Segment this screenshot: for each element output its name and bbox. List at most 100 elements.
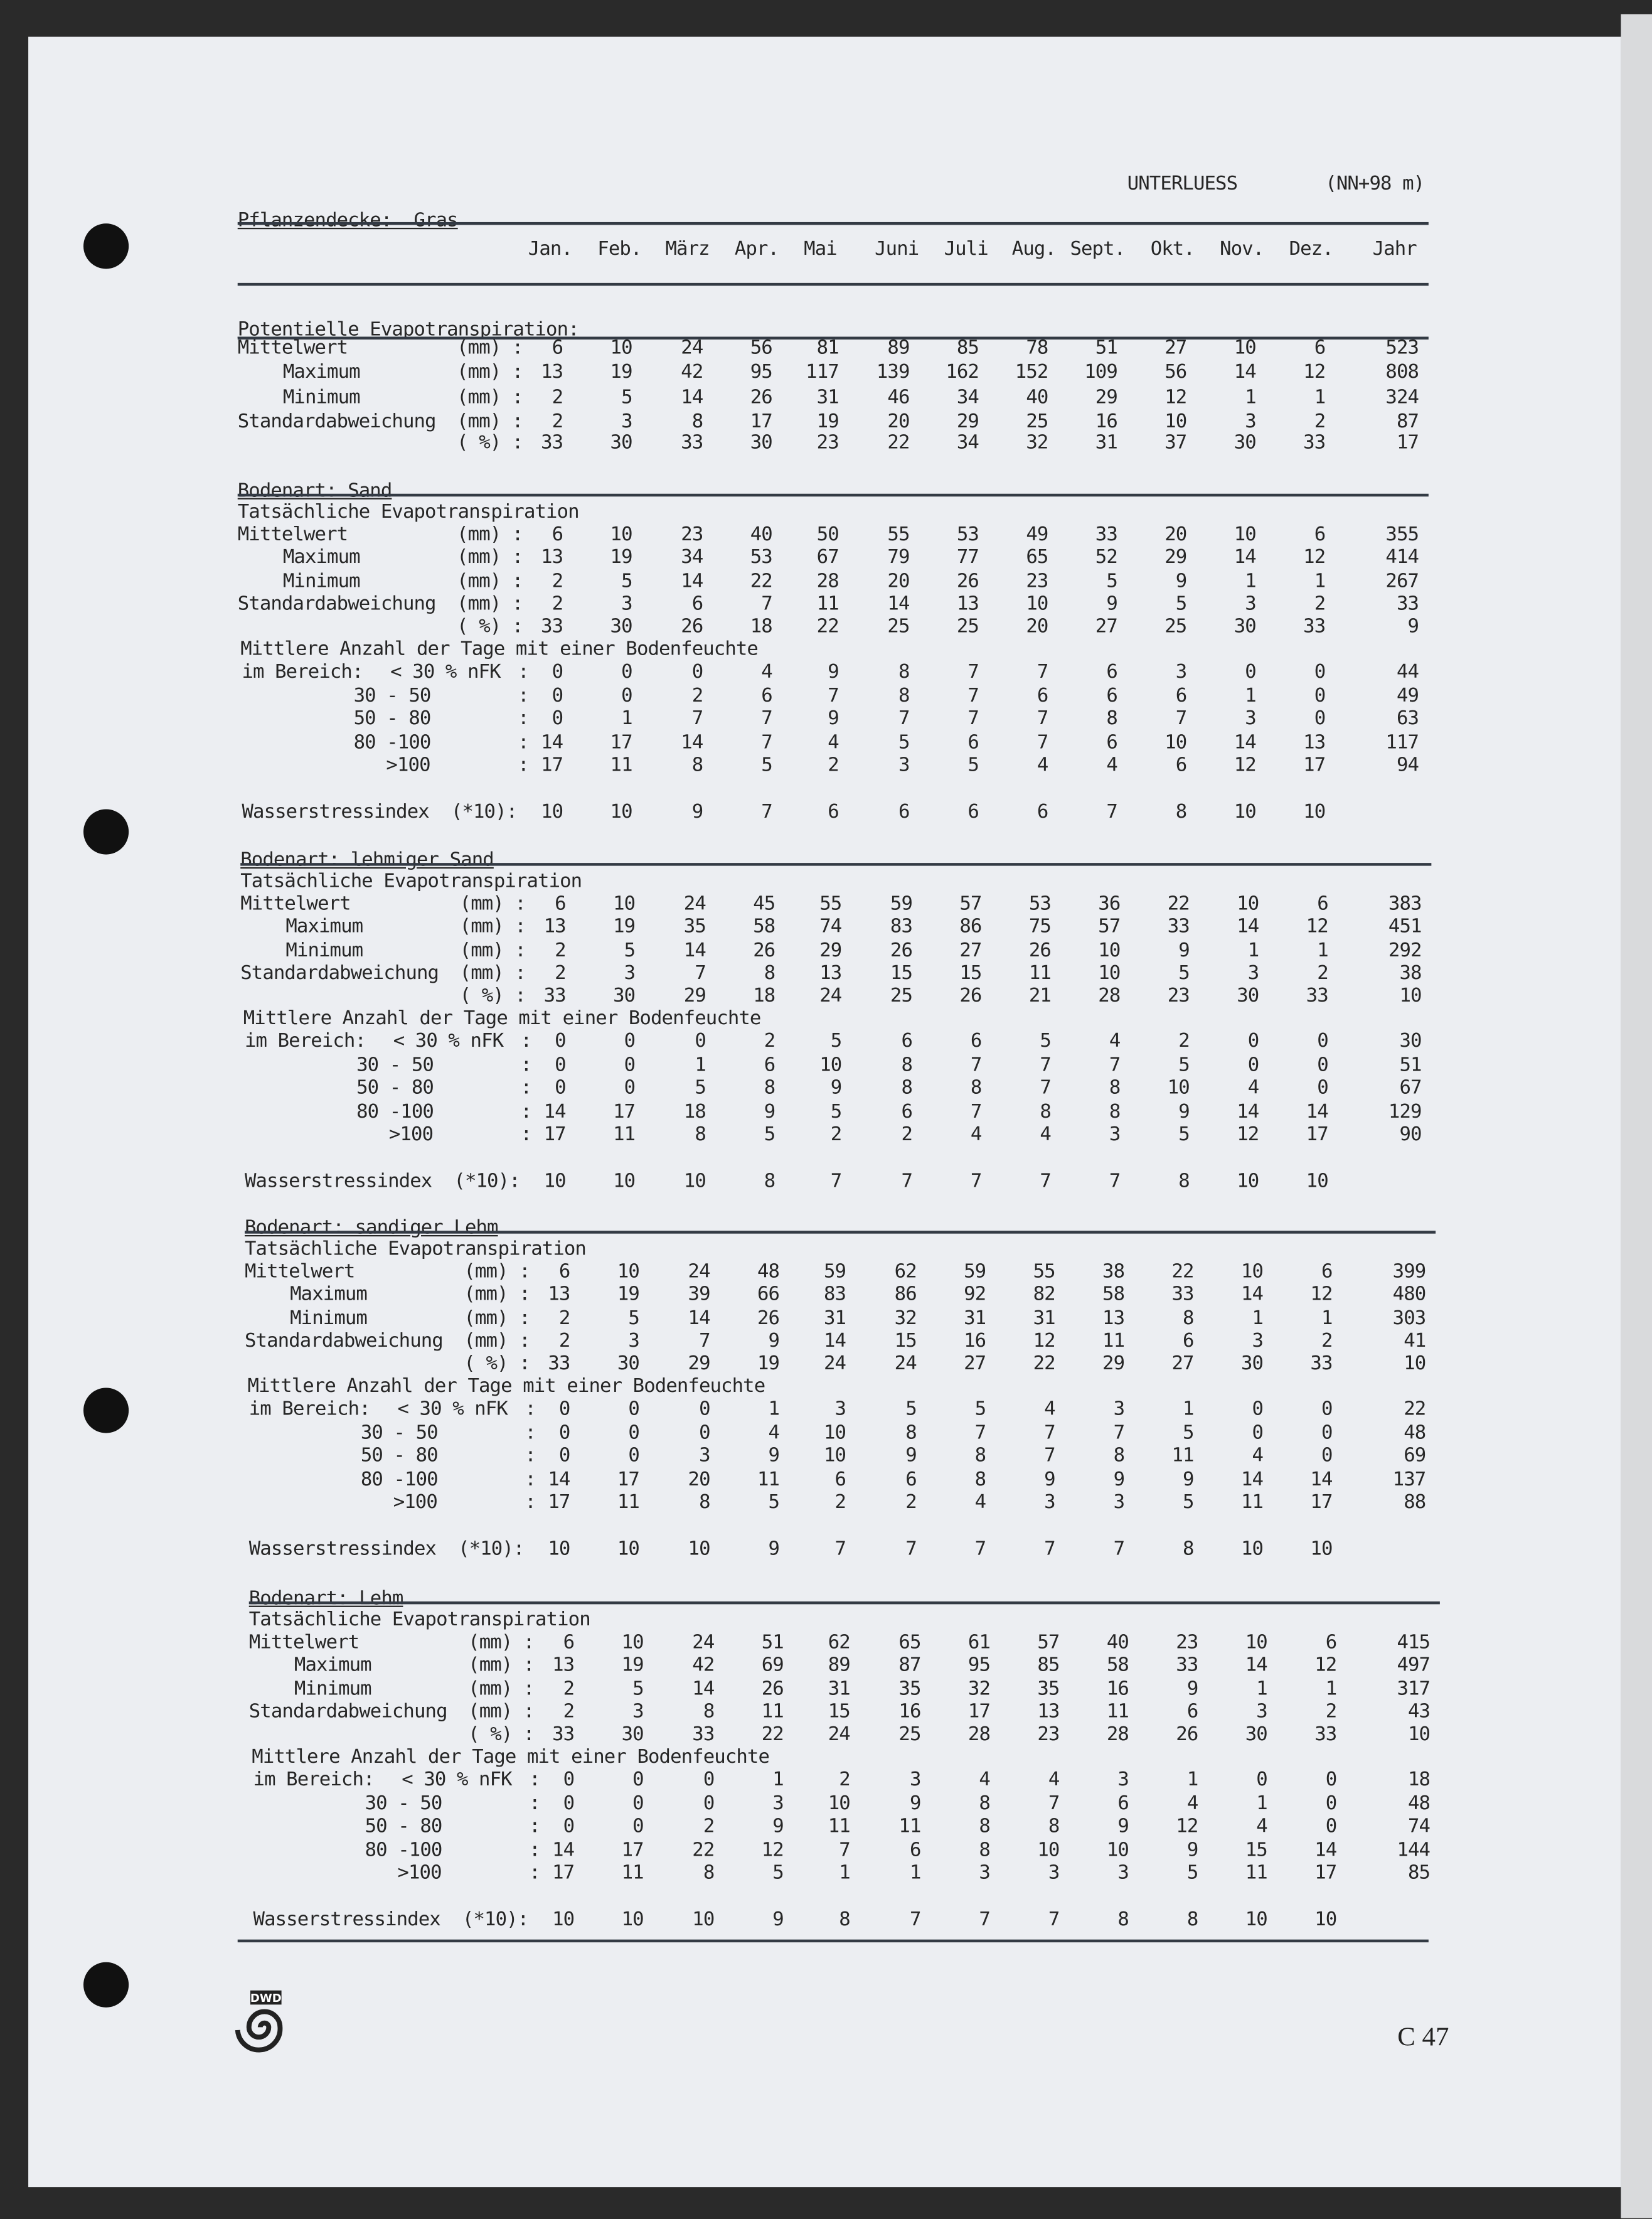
table-cell: 13 xyxy=(552,1654,575,1677)
colon: : xyxy=(520,1076,532,1100)
table-cell: 44 xyxy=(1396,660,1419,683)
row-label: Standardabweichung xyxy=(240,961,439,985)
table-cell: 414 xyxy=(1385,546,1419,569)
table-cell: 0 xyxy=(695,1030,706,1053)
table-cell: 3 xyxy=(909,1768,921,1791)
table-cell: 22 xyxy=(887,431,910,454)
colon: : xyxy=(525,1445,536,1468)
table-cell: 12 xyxy=(761,1839,784,1862)
table-cell: 30 xyxy=(1240,1352,1264,1376)
table-cell: 6 xyxy=(828,800,839,824)
table-cell: 0 xyxy=(552,707,563,730)
table-cell: 0 xyxy=(703,1768,715,1791)
divider xyxy=(248,1601,1440,1604)
table-cell: 0 xyxy=(1317,1076,1328,1100)
table-cell: 5 xyxy=(624,938,636,962)
table-cell: 55 xyxy=(1033,1260,1056,1283)
table-cell: 29 xyxy=(1102,1352,1125,1376)
table-cell: 5 xyxy=(898,731,910,754)
table-cell: 12 xyxy=(1314,1654,1337,1677)
station-elevation: (NN+98 m) xyxy=(1325,173,1425,196)
table-cell: 0 xyxy=(1245,660,1256,683)
table-cell: 7 xyxy=(839,1839,850,1862)
table-cell: 4 xyxy=(970,1123,982,1147)
table-cell: 14 xyxy=(1234,731,1257,754)
colon: : xyxy=(525,1491,536,1514)
stress-index-label: Wasserstressindex (*10): xyxy=(244,1170,521,1193)
table-cell: 2 xyxy=(1325,1700,1337,1723)
colon: : xyxy=(518,754,529,778)
table-cell: 3 xyxy=(1109,1123,1121,1147)
table-cell: 33 xyxy=(681,431,703,454)
table-cell: 67 xyxy=(1399,1076,1422,1100)
table-cell: 58 xyxy=(1102,1283,1125,1307)
table-cell: 7 xyxy=(970,1053,982,1076)
table-cell: 16 xyxy=(1106,1677,1129,1700)
table-cell: 87 xyxy=(1396,410,1419,433)
table-cell: 6 xyxy=(563,1631,575,1654)
table-cell: 23 xyxy=(681,523,703,547)
table-cell: 10 xyxy=(1234,800,1257,824)
table-cell: 10 xyxy=(1098,938,1121,962)
table-cell: 7 xyxy=(761,592,772,616)
table-cell: 19 xyxy=(617,1283,640,1307)
row-label: im Bereich: xyxy=(253,1768,375,1791)
table-cell: 4 xyxy=(1036,754,1048,778)
table-cell: 7 xyxy=(1036,707,1048,730)
table-cell: 0 xyxy=(1325,1768,1337,1791)
table-cell: 8 xyxy=(974,1445,986,1468)
table-cell: 62 xyxy=(828,1631,851,1654)
table-cell: 26 xyxy=(750,386,773,409)
table-cell: 0 xyxy=(563,1768,575,1791)
table-cell: 12 xyxy=(1237,1123,1259,1147)
table-cell: 10 xyxy=(683,1170,706,1193)
table-cell: 24 xyxy=(692,1631,715,1654)
table-cell: 0 xyxy=(1321,1398,1333,1421)
table-cell: 9 xyxy=(828,707,839,730)
table-cell: 14 xyxy=(543,1100,567,1123)
table-cell: 11 xyxy=(1028,961,1052,985)
table-cell: 11 xyxy=(898,1815,921,1838)
table-cell: 8 xyxy=(901,1053,913,1076)
table-cell: 7 xyxy=(967,660,979,683)
table-cell: 5 xyxy=(621,569,632,592)
table-cell: 32 xyxy=(1026,431,1048,454)
table-cell: 523 xyxy=(1385,336,1419,360)
table-cell: 33 xyxy=(1306,985,1329,1008)
table-cell: 1 xyxy=(1245,569,1256,592)
table-cell: 4 xyxy=(974,1491,986,1514)
section-subtitle: Tatsächliche Evapotranspiration xyxy=(240,870,582,893)
table-cell: 8 xyxy=(1117,1908,1129,1932)
table-cell: 26 xyxy=(1028,938,1052,962)
table-cell: 17 xyxy=(1396,431,1419,454)
row-unit: ( %) : xyxy=(457,616,523,639)
table-cell: 1 xyxy=(621,707,632,730)
row-unit: (mm) : xyxy=(457,336,523,360)
table-cell: 8 xyxy=(695,1123,706,1147)
table-cell: 28 xyxy=(1098,985,1121,1008)
table-cell: 4 xyxy=(828,731,839,754)
table-cell: 10 xyxy=(1399,985,1422,1008)
table-cell: 7 xyxy=(761,800,772,824)
table-cell: 162 xyxy=(946,360,979,383)
row-label: im Bereich: xyxy=(244,1030,366,1053)
section-subtitle: Tatsächliche Evapotranspiration xyxy=(248,1608,591,1632)
divider xyxy=(237,1939,1429,1942)
colon: : xyxy=(529,1839,540,1862)
table-cell: 28 xyxy=(1106,1723,1129,1746)
table-cell: 0 xyxy=(1321,1445,1333,1468)
table-cell: 58 xyxy=(753,916,775,939)
table-cell: 30 xyxy=(1237,985,1259,1008)
days-title: Mittlere Anzahl der Tage mit einer Boden… xyxy=(252,1745,770,1768)
table-cell: 4 xyxy=(1247,1076,1259,1100)
table-cell: 0 xyxy=(624,1030,636,1053)
table-cell: 7 xyxy=(830,1170,842,1193)
table-cell: 24 xyxy=(823,1352,846,1376)
section-title: Bodenart: Lehm xyxy=(248,1587,404,1610)
table-cell: 0 xyxy=(628,1445,639,1468)
table-cell: 0 xyxy=(691,660,703,683)
table-cell: 6 xyxy=(1106,731,1117,754)
table-cell: 7 xyxy=(1036,660,1048,683)
table-cell: 5 xyxy=(628,1307,639,1330)
moisture-range: 80 -100 xyxy=(356,1100,434,1123)
